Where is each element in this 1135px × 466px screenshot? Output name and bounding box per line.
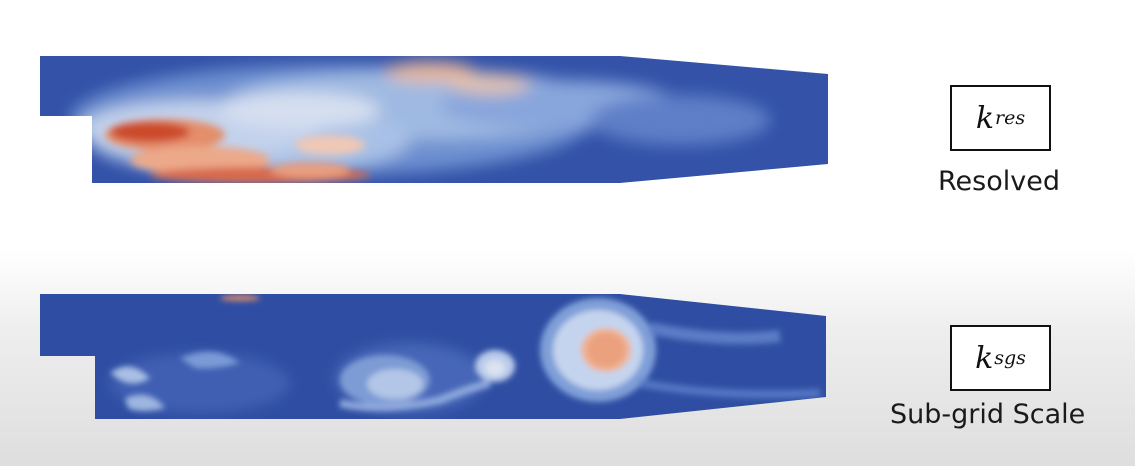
resolved-caption: Resolved (938, 166, 1060, 197)
k-sgs-symbol-sub: sgs (994, 347, 1026, 369)
subgrid-caption: Sub-grid Scale (890, 399, 1086, 430)
k-sgs-symbol-box: k sgs (950, 325, 1051, 391)
k-res-symbol-main: k (975, 100, 995, 136)
resolved-contour-panel (0, 50, 860, 190)
subgrid-contour-plot (40, 294, 826, 419)
k-sgs-symbol-main: k (975, 340, 994, 376)
resolved-contour-plot (40, 56, 828, 183)
k-res-symbol-sub: res (995, 107, 1026, 129)
k-res-symbol-box: k res (950, 85, 1051, 151)
subgrid-contour-panel (0, 288, 860, 428)
